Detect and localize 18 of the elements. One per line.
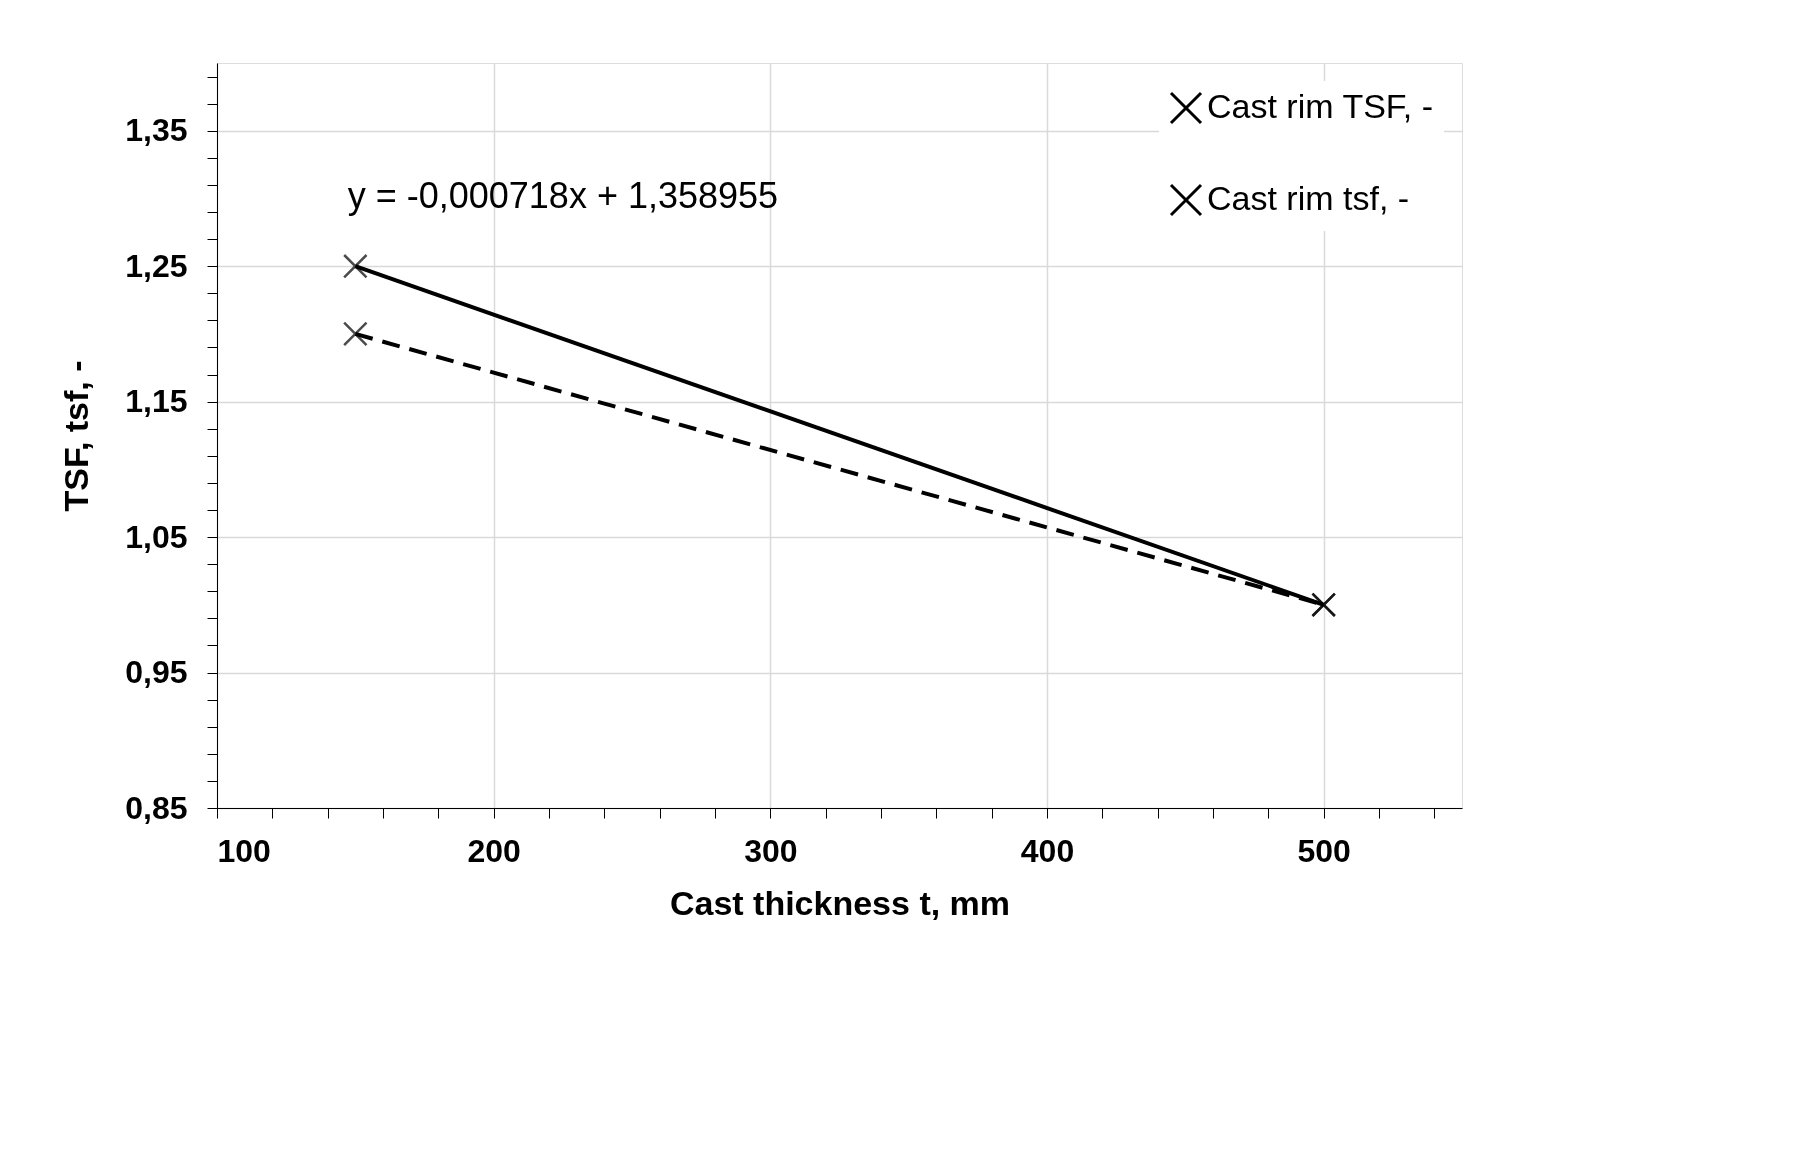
y-tick-label: 1,35 bbox=[125, 112, 188, 149]
x-tick-label: 300 bbox=[744, 832, 798, 869]
y-axis-title: TSF, tsf, - bbox=[57, 360, 96, 512]
y-tick-label: 0,95 bbox=[125, 654, 188, 691]
x-tick-label: 400 bbox=[1020, 832, 1075, 869]
x-axis-title: Cast thickness t, mm bbox=[669, 883, 1011, 922]
legend-label: Cast rim tsf, - bbox=[1207, 179, 1410, 217]
x-tick-label: 200 bbox=[467, 832, 521, 869]
point bbox=[342, 253, 368, 279]
point bbox=[342, 321, 368, 347]
x-tick-label: 500 bbox=[1297, 832, 1351, 869]
y-tick-label: 0,85 bbox=[125, 789, 188, 826]
y-tick-label: 1,25 bbox=[125, 247, 188, 284]
annotation: y = -0,000718x + 1,358955 bbox=[347, 175, 779, 217]
y-tick-label: 1,05 bbox=[125, 518, 188, 555]
x-tick-label: 100 bbox=[217, 832, 271, 869]
legend-label: Cast rim TSF, - bbox=[1207, 87, 1434, 125]
y-tick-label: 1,15 bbox=[125, 383, 188, 420]
